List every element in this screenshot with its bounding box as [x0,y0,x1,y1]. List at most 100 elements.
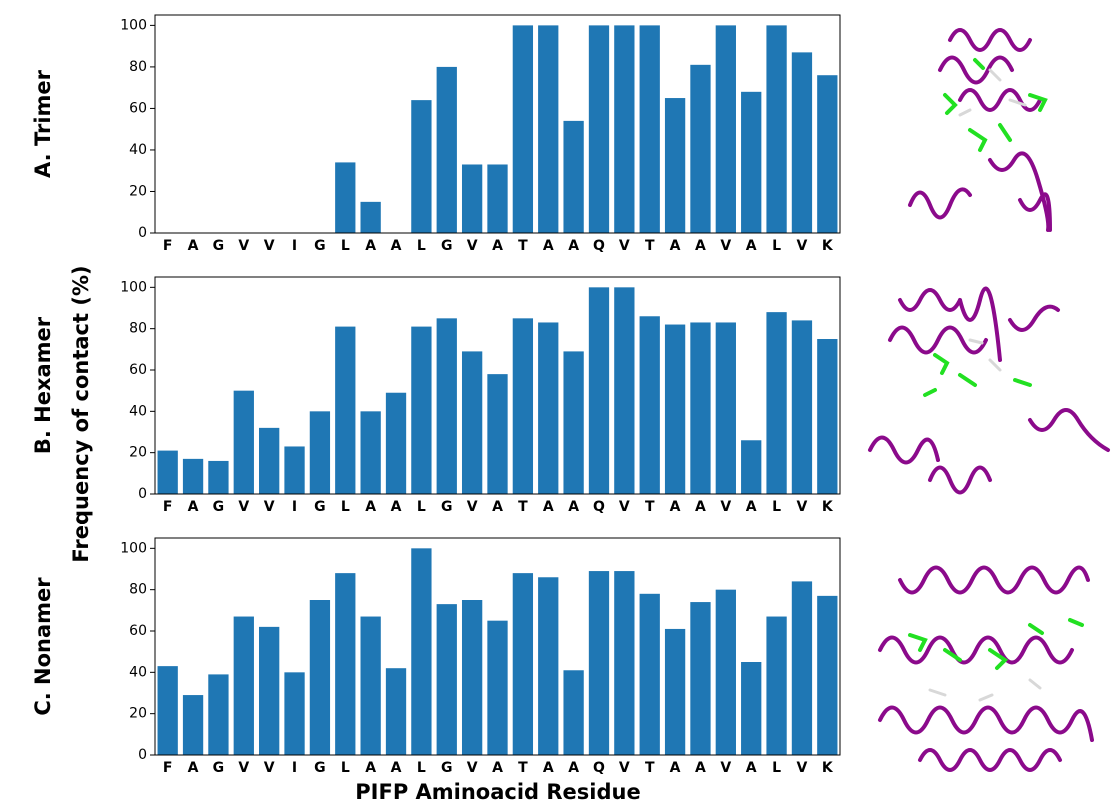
panel-label: C. Nonamer [31,577,55,716]
bar [259,428,279,494]
x-tick-label: V [264,760,275,776]
bar [640,25,660,233]
y-tick-label: 80 [129,321,147,337]
y-tick-label: 80 [129,582,147,598]
x-tick-label: L [772,499,781,515]
x-tick-label: A [568,760,579,776]
molecule-nonamer [880,568,1092,771]
x-tick-label: K [822,238,834,254]
panel-label: B. Hexamer [31,316,55,454]
y-tick-label: 0 [138,747,147,763]
x-tick-label: L [341,760,350,776]
x-tick-label: A [391,499,402,515]
bar [335,162,355,233]
x-tick-label: G [213,238,225,254]
x-tick-label: V [238,499,249,515]
bar [766,25,786,233]
y-tick-label: 100 [120,17,147,33]
bar [208,461,228,494]
x-tick-label: A [543,238,554,254]
bar [513,25,533,233]
x-tick-label: T [518,499,528,515]
bar [462,164,482,233]
x-tick-label: L [772,760,781,776]
bar [690,602,710,755]
y-tick-label: 100 [120,279,147,295]
x-tick-label: G [441,238,453,254]
x-tick-label: V [467,238,478,254]
bar [766,617,786,755]
x-tick-label: A [492,238,503,254]
bar [437,318,457,494]
y-tick-label: 60 [129,100,147,116]
y-tick-label: 80 [129,59,147,75]
x-tick-label: A [365,499,376,515]
bar [792,581,812,755]
x-tick-label: G [314,238,326,254]
x-tick-label: A [695,760,706,776]
bar [741,440,761,494]
bar [208,674,228,755]
bar [817,75,837,233]
x-tick-label: V [619,760,630,776]
x-tick-label: V [467,760,478,776]
x-tick-label: A [365,238,376,254]
bar [741,92,761,233]
bar [589,571,609,755]
x-tick-label: A [492,760,503,776]
x-tick-label: A [670,238,681,254]
x-tick-label: L [772,238,781,254]
y-tick-label: 60 [129,362,147,378]
bar [817,339,837,494]
x-tick-label: V [720,499,731,515]
bar [411,548,431,755]
bar [183,695,203,755]
bar [716,590,736,755]
bar [487,164,507,233]
y-tick-label: 40 [129,142,147,158]
bar [640,594,660,755]
x-tick-label: A [492,499,503,515]
molecule-trimer [910,30,1050,230]
bar [614,287,634,494]
x-tick-label: L [341,238,350,254]
x-tick-label: T [645,760,655,776]
bar [183,459,203,494]
bar [284,446,304,494]
y-tick-label: 20 [129,445,147,461]
bar [158,451,178,494]
bar [487,374,507,494]
bar [792,320,812,494]
bar [284,672,304,755]
bar [234,391,254,494]
x-tick-label: A [188,499,199,515]
y-tick-label: 100 [120,540,147,556]
x-tick-label: G [213,760,225,776]
bar [361,617,381,755]
x-tick-label: I [292,499,297,515]
x-tick-label: V [264,499,275,515]
x-tick-label: A [568,238,579,254]
bar [487,621,507,755]
bar [690,322,710,494]
x-tick-label: A [365,760,376,776]
x-tick-label: G [441,760,453,776]
x-tick-label: A [391,760,402,776]
x-tick-label: Q [593,760,605,776]
bar [817,596,837,755]
x-tick-label: F [163,760,173,776]
figure: Frequency of contact (%) PIFP Aminoacid … [0,0,1120,805]
x-tick-label: A [543,499,554,515]
x-tick-label: A [188,238,199,254]
bar [792,52,812,233]
x-tick-label: A [670,499,681,515]
bar [690,65,710,233]
bar [386,393,406,494]
x-tick-label: K [822,499,834,515]
x-tick-label: G [314,499,326,515]
x-tick-label: A [746,238,757,254]
x-tick-label: V [238,238,249,254]
bar [741,662,761,755]
bar [411,100,431,233]
bar [310,600,330,755]
